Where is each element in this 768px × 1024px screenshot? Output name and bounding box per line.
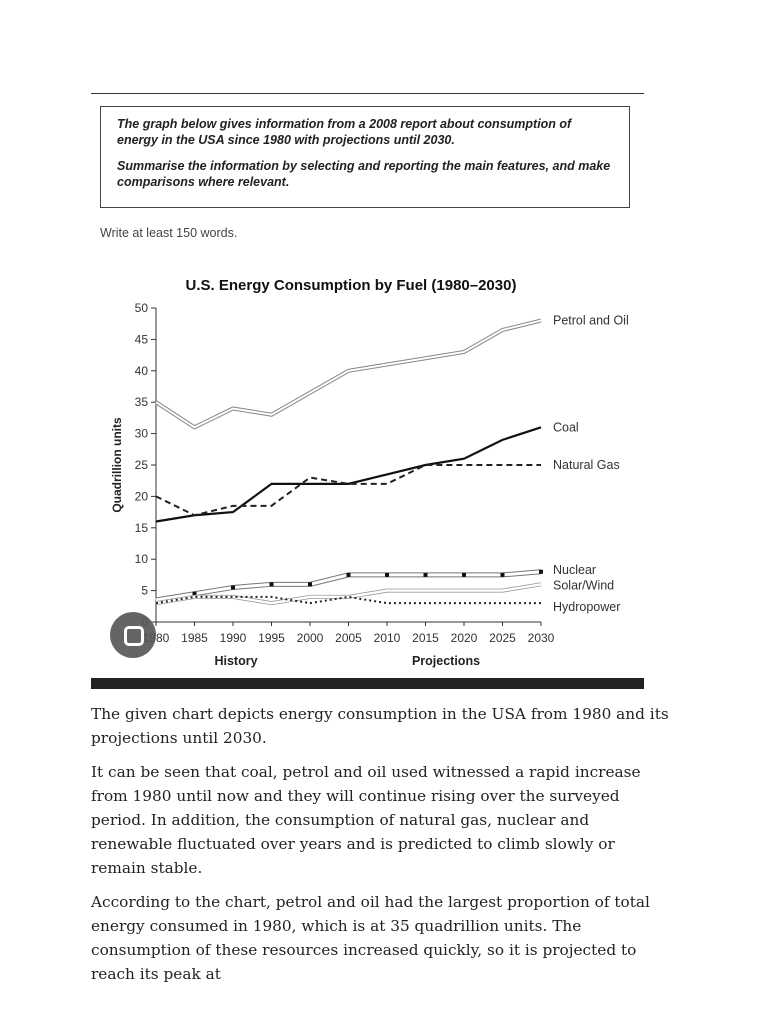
x-tick-label: 2020 [451, 631, 478, 645]
x-tick-label: 2015 [412, 631, 439, 645]
essay-paragraph: The given chart depicts energy consumpti… [91, 705, 669, 747]
series-line [154, 318, 542, 430]
data-point [346, 572, 351, 577]
y-tick-label: 40 [135, 364, 149, 378]
essay-paragraph: It can be seen that coal, petrol and oil… [91, 763, 641, 877]
y-tick-label: 5 [141, 584, 148, 598]
image-bottom-bar [91, 678, 644, 689]
data-point [500, 572, 505, 577]
series-line-inner [155, 319, 542, 429]
data-point [308, 582, 312, 587]
data-point [231, 585, 235, 590]
divider [91, 93, 644, 94]
y-tick-label: 15 [135, 521, 149, 535]
series-label: Solar/Wind [553, 578, 614, 592]
task-instruction: Summarise the information by selecting a… [117, 159, 611, 189]
y-tick-label: 10 [135, 552, 149, 566]
essay-paragraph: According to the chart, petrol and oil h… [91, 893, 650, 983]
data-point [385, 572, 389, 577]
data-point [423, 572, 428, 577]
x-tick-label: 2030 [528, 631, 555, 645]
y-axis-label: Quadrillion units [110, 417, 124, 513]
essay-body: The given chart depicts energy consumpti… [91, 702, 671, 996]
x-tick-label: 1995 [258, 631, 285, 645]
series-label: Coal [553, 420, 579, 434]
series-label: Natural Gas [553, 458, 620, 472]
y-tick-label: 25 [135, 458, 149, 472]
x-tick-label: 1985 [181, 631, 208, 645]
series-label: Hydropower [553, 600, 620, 614]
data-point [539, 569, 543, 574]
energy-chart: U.S. Energy Consumption by Fuel (1980–20… [110, 277, 629, 668]
task-prompt: The graph below gives information from a… [117, 117, 572, 147]
y-tick-label: 45 [135, 332, 149, 346]
x-tick-label: 2025 [489, 631, 516, 645]
x-tick-label: 1990 [220, 631, 247, 645]
series-label: Petrol and Oil [553, 314, 629, 328]
data-point [192, 591, 197, 596]
series-line [155, 426, 542, 523]
data-point [462, 572, 466, 577]
x-tick-label: 2005 [335, 631, 362, 645]
chart-title: U.S. Energy Consumption by Fuel (1980–20… [186, 277, 517, 294]
x-tick-label: 2000 [297, 631, 324, 645]
series-line-inner [155, 583, 542, 605]
task-box: The graph below gives information from a… [100, 106, 630, 208]
series-label: Nuclear [553, 563, 596, 577]
lens-icon[interactable] [110, 612, 156, 658]
series-line [155, 582, 542, 606]
y-tick-label: 30 [135, 427, 149, 441]
y-tick-label: 35 [135, 395, 149, 409]
y-tick-label: 20 [135, 489, 149, 503]
x-tick-label: 2010 [374, 631, 401, 645]
data-point [269, 582, 274, 587]
word-count-instruction: Write at least 150 words. [100, 226, 238, 240]
x-label-history: History [214, 654, 257, 668]
x-label-projections: Projections [412, 654, 480, 668]
series-line [155, 464, 541, 517]
y-tick-label: 50 [135, 301, 149, 315]
